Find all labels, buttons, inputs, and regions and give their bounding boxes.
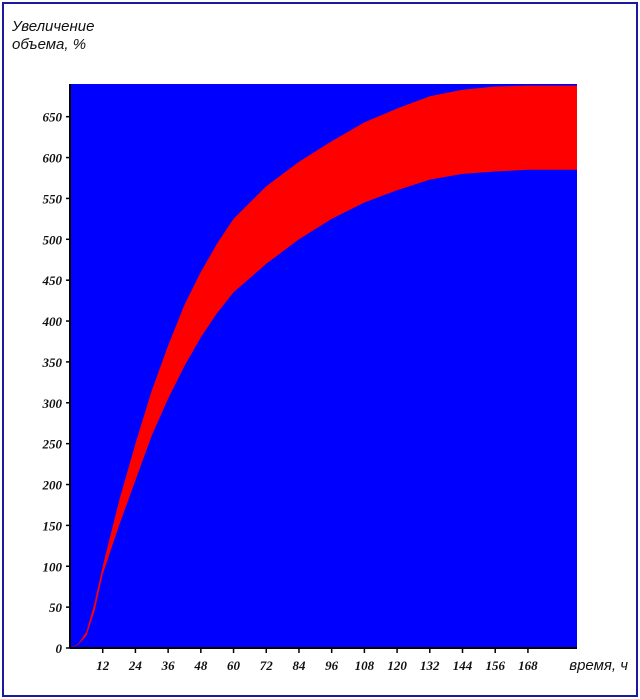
y-tick-label: 650 xyxy=(43,110,63,125)
x-tick-label: 168 xyxy=(518,658,538,673)
y-tick-label: 250 xyxy=(42,437,63,452)
y-tick-label: 350 xyxy=(42,355,63,370)
y-tick-label: 0 xyxy=(56,641,63,656)
y-axis-label-line2: объема, % xyxy=(12,36,87,53)
y-tick-label: 450 xyxy=(42,273,63,288)
y-tick-label: 550 xyxy=(43,191,63,206)
y-tick-label: 200 xyxy=(42,478,63,493)
x-tick-label: 48 xyxy=(193,658,208,673)
y-tick-label: 500 xyxy=(43,232,63,247)
y-tick-label: 600 xyxy=(43,151,63,166)
x-tick-label: 24 xyxy=(128,658,143,673)
x-tick-label: 60 xyxy=(227,658,241,673)
x-axis-label: время, ч xyxy=(569,657,628,674)
x-tick-label: 84 xyxy=(292,658,306,673)
y-axis-label: Увеличение объема, % xyxy=(12,18,94,54)
volume-increase-band xyxy=(70,85,577,649)
x-tick-label: 72 xyxy=(260,658,274,673)
x-tick-label: 96 xyxy=(325,658,339,673)
x-tick-label: 120 xyxy=(387,658,407,673)
y-tick-label: 100 xyxy=(43,559,63,574)
x-tick-label: 12 xyxy=(96,658,110,673)
y-axis-label-line1: Увеличение xyxy=(12,18,95,35)
y-tick-label: 300 xyxy=(42,396,63,411)
x-tick-label: 108 xyxy=(355,658,375,673)
y-tick-label: 400 xyxy=(42,314,63,329)
x-tick-label: 132 xyxy=(420,658,440,673)
axis-layer: 0 50 100 150 200 250 300 350 400 450 500 550 600 650 1… xyxy=(42,84,577,673)
x-tick-label: 36 xyxy=(161,658,176,673)
x-tick-label: 144 xyxy=(453,658,473,673)
y-tick-label: 50 xyxy=(49,600,63,615)
band-layer xyxy=(70,85,577,649)
x-tick-label: 156 xyxy=(485,658,505,673)
y-tick-label: 150 xyxy=(43,518,63,533)
